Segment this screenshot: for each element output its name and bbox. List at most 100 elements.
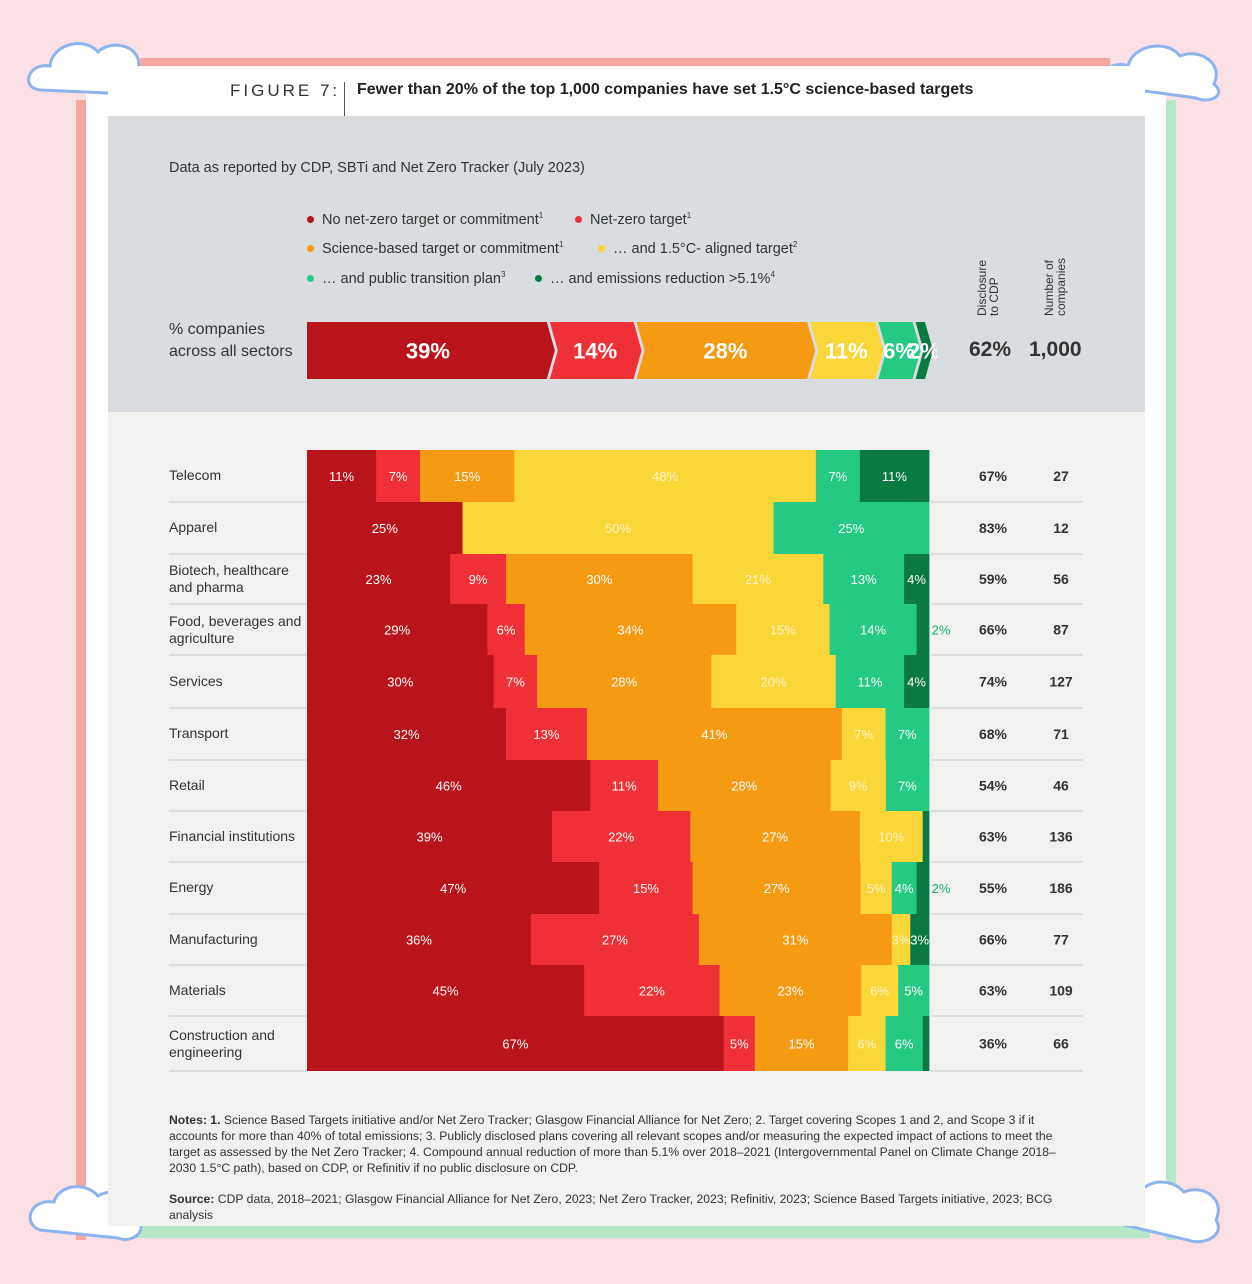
bar-segment-aligned-1-5c bbox=[711, 655, 837, 708]
bar-segment-transition-plan bbox=[835, 655, 905, 708]
sector-label: Financial institutions bbox=[169, 827, 296, 844]
chart-notes: Notes: 1. Science Based Targets initiati… bbox=[169, 1112, 1079, 1176]
bar-segment-science-based bbox=[506, 554, 693, 604]
frame-stripe-left bbox=[76, 100, 86, 1240]
footnote-marker: 1 bbox=[558, 240, 564, 249]
bar-segment-net-zero bbox=[599, 862, 693, 914]
legend-label: No net-zero target or commitment bbox=[322, 211, 539, 228]
overall-segment-label: 6% bbox=[883, 339, 915, 364]
bar-segment-transition-plan bbox=[823, 554, 905, 604]
bar-segment-aligned-1-5c bbox=[860, 862, 893, 914]
bar-segment-transition-plan bbox=[885, 708, 930, 760]
bar-segment-net-zero bbox=[552, 811, 691, 862]
bar-data-label: 6% bbox=[857, 1037, 876, 1052]
bar-segment-transition-plan bbox=[773, 502, 930, 554]
legend-item: … and public transition plan3 bbox=[307, 270, 505, 287]
bar-segment-science-based bbox=[754, 1016, 849, 1071]
bar-data-label: 15% bbox=[454, 469, 480, 484]
sector-label: Biotech, healthcare and pharma bbox=[169, 562, 289, 595]
bar-data-label: 21% bbox=[745, 572, 771, 587]
companies-value: 186 bbox=[1049, 880, 1073, 896]
sector-label: Retail bbox=[169, 776, 205, 793]
bar-data-label: 9% bbox=[469, 572, 488, 587]
disclosure-value: 55% bbox=[979, 880, 1008, 896]
bar-data-label: 27% bbox=[602, 933, 628, 948]
bar-data-label: 36% bbox=[406, 933, 432, 948]
overall-segment-net-zero bbox=[549, 322, 642, 379]
bar-segment-emissions-reduction bbox=[916, 604, 930, 655]
bar-segment-no-target bbox=[307, 1016, 725, 1071]
overall-stacked-bar: 39% 14% 28% 11% 6%2% bbox=[307, 322, 937, 379]
bar-data-label: 7% bbox=[898, 779, 917, 794]
bar-data-label: 22% bbox=[608, 830, 634, 845]
bar-segment-emissions-reduction bbox=[859, 450, 930, 502]
sector-label: Telecom bbox=[169, 467, 222, 483]
disclosure-value: 66% bbox=[979, 932, 1008, 948]
bar-data-label: 15% bbox=[770, 623, 796, 638]
disclosure-value: 54% bbox=[979, 778, 1008, 794]
bar-data-label: 27% bbox=[764, 881, 790, 896]
bar-data-label: 11% bbox=[329, 469, 354, 484]
legend-dot-icon bbox=[575, 215, 582, 223]
bar-segment-aligned-1-5c bbox=[848, 1016, 886, 1071]
bar-data-label: 28% bbox=[731, 779, 757, 794]
bar-segment-transition-plan bbox=[885, 1016, 924, 1071]
bar-data-label: 11% bbox=[612, 779, 637, 794]
bar-segment-net-zero bbox=[493, 655, 538, 708]
legend-dot-icon bbox=[307, 215, 314, 223]
bar-data-label: 25% bbox=[838, 521, 864, 536]
disclosure-value: 59% bbox=[979, 571, 1008, 587]
bar-data-label: 11% bbox=[857, 675, 882, 690]
frame-stripe-top bbox=[140, 58, 1110, 68]
bar-data-label: 7% bbox=[854, 727, 873, 742]
companies-value: 77 bbox=[1053, 932, 1069, 948]
bar-segment-aligned-1-5c bbox=[830, 760, 887, 811]
overall-segment-label: 2% bbox=[908, 339, 937, 364]
companies-value: 71 bbox=[1053, 726, 1069, 742]
bar-segment-science-based bbox=[524, 604, 737, 655]
bar-data-label: 3% bbox=[910, 933, 929, 948]
companies-value: 66 bbox=[1053, 1036, 1069, 1052]
bar-data-label: 10% bbox=[878, 830, 904, 845]
bar-segment-no-target bbox=[307, 914, 532, 965]
companies-value: 109 bbox=[1049, 983, 1073, 999]
bar-data-label: 15% bbox=[633, 881, 659, 896]
overall-segment-label: 11% bbox=[825, 339, 868, 364]
overall-segment-no-target bbox=[307, 322, 555, 379]
bar-segment-no-target bbox=[307, 655, 494, 708]
bar-segment-science-based bbox=[420, 450, 515, 502]
bar-segment-transition-plan bbox=[885, 760, 930, 811]
bar-segment-emissions-reduction bbox=[916, 862, 930, 914]
legend-label: … and 1.5°C- aligned target bbox=[613, 240, 793, 257]
companies-value: 12 bbox=[1053, 520, 1069, 536]
legend-dot-icon bbox=[535, 274, 542, 282]
bar-segment-emissions-reduction bbox=[922, 1016, 930, 1071]
companies-value: 136 bbox=[1049, 829, 1073, 845]
sector-label: Transport bbox=[169, 725, 229, 741]
frame-edge-right bbox=[1145, 70, 1166, 1226]
sector-stacked-bar-chart: 11% 7% 15% 48% 7% 11% 67% 27 25% 50% 25% 83% 12 23% 9%… bbox=[169, 450, 1083, 1072]
disclosure-value: 63% bbox=[979, 829, 1008, 845]
bar-segment-science-based bbox=[586, 708, 843, 760]
bar-data-label: 4% bbox=[907, 675, 926, 690]
bar-segment-no-target bbox=[307, 554, 451, 604]
bar-segment-net-zero bbox=[376, 450, 421, 502]
notes-prefix: Notes: 1. bbox=[169, 1113, 221, 1127]
bar-segment-aligned-1-5c bbox=[891, 914, 911, 965]
bar-data-label: 25% bbox=[372, 521, 398, 536]
legend-item: Science-based target or commitment1 bbox=[307, 240, 563, 257]
bar-data-label: 6% bbox=[895, 1037, 914, 1052]
bar-segment-emissions-reduction bbox=[904, 655, 930, 708]
bar-segment-aligned-1-5c bbox=[514, 450, 817, 502]
figure-title: Fewer than 20% of the top 1,000 companie… bbox=[357, 81, 974, 98]
bar-data-label: 39% bbox=[416, 830, 442, 845]
frame-stripe-bottom bbox=[120, 1226, 1150, 1238]
overall-segment-label: 14% bbox=[573, 339, 617, 364]
bar-data-label: 4% bbox=[907, 572, 926, 587]
bar-data-label: 50% bbox=[605, 521, 631, 536]
bar-data-label: 2% bbox=[932, 881, 951, 896]
bar-segment-aligned-1-5c bbox=[859, 811, 924, 862]
bar-data-label: 67% bbox=[502, 1037, 528, 1052]
frame-edge-left bbox=[86, 70, 108, 1226]
chart-source: Source: CDP data, 2018–2021; Glasgow Fin… bbox=[169, 1191, 1079, 1223]
